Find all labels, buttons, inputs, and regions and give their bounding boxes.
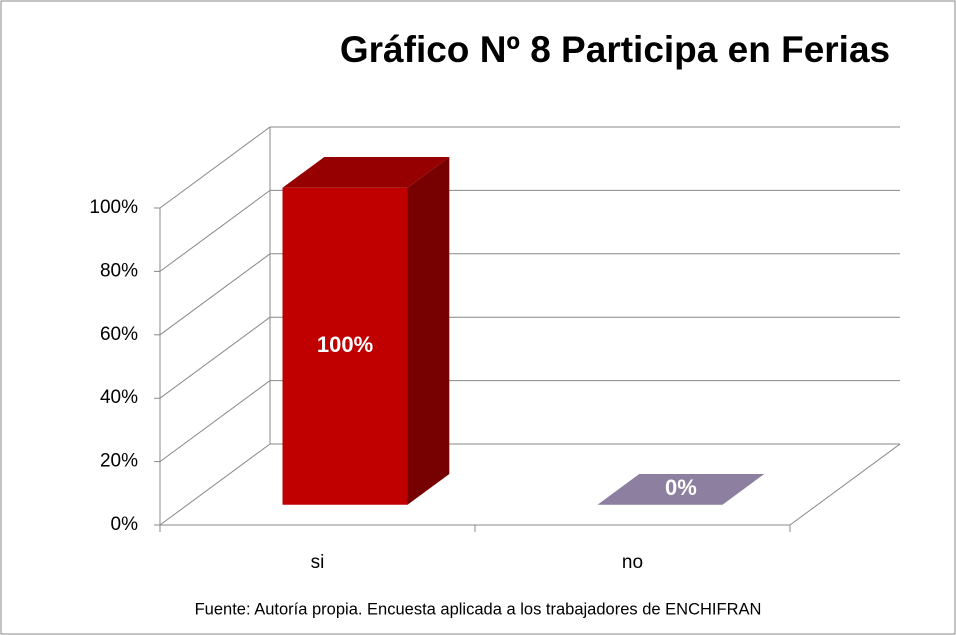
source-note: Fuente: Autoría propia. Encuesta aplicad… (195, 600, 762, 618)
data-label: 0% (665, 475, 697, 500)
side-grid-line (159, 380, 271, 463)
y-tick-label: 100% (89, 197, 138, 218)
x-tick-label: no (622, 552, 643, 573)
side-grid-line (159, 126, 271, 209)
y-tick-label: 80% (100, 260, 138, 281)
side-grid-line (159, 443, 271, 526)
bar-front (282, 187, 408, 505)
y-tick-label: 60% (100, 324, 138, 345)
bar-top (282, 156, 450, 188)
x-tick-label: si (311, 552, 325, 573)
chart-title: Gráfico Nº 8 Participa en Ferias (340, 29, 890, 70)
side-grid-line (159, 253, 271, 336)
y-tick-label: 0% (111, 514, 139, 535)
side-grid-line (159, 316, 271, 399)
floor-edge (789, 443, 901, 526)
y-tick-label: 20% (100, 451, 138, 472)
y-tick-label: 40% (100, 387, 138, 408)
bar-top (597, 473, 765, 505)
side-grid-line (159, 189, 271, 272)
bar-side (407, 156, 450, 505)
data-label: 100% (317, 332, 373, 357)
